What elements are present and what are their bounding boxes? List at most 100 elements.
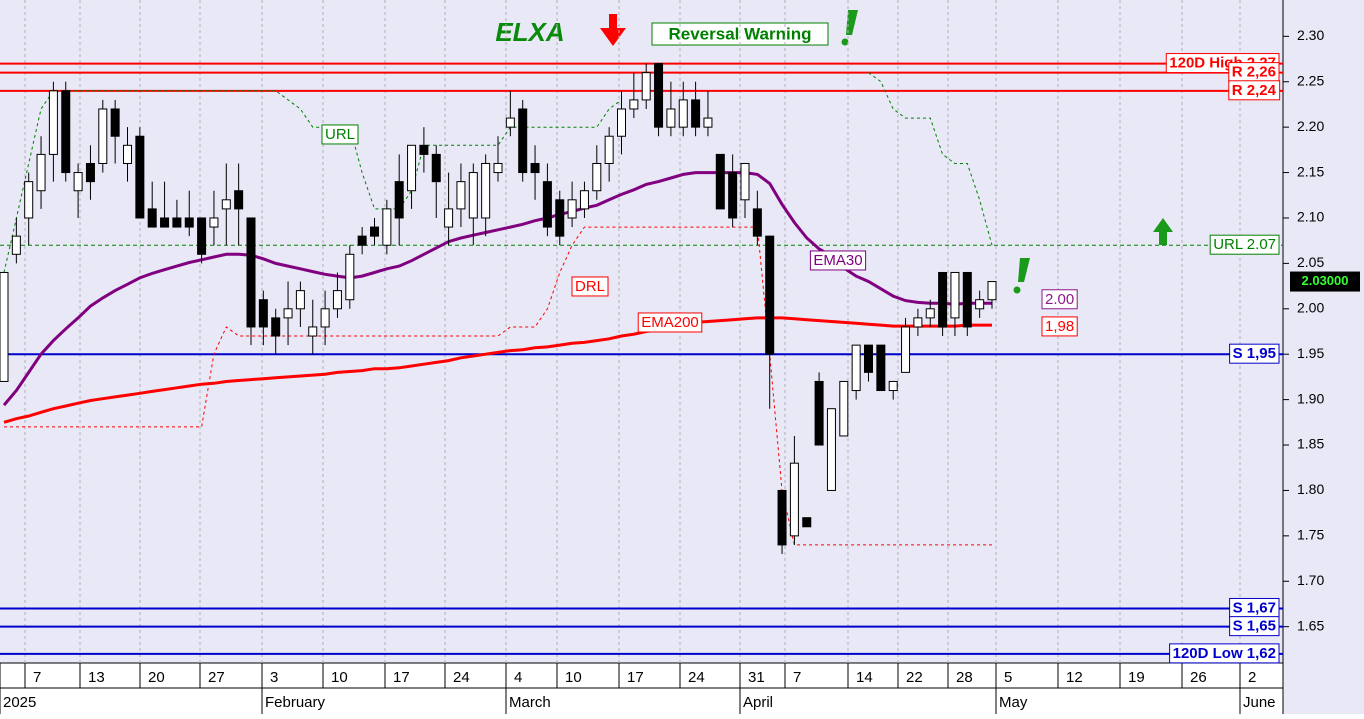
series-label-box [321,124,359,145]
candle-body [777,489,787,546]
candle-body [209,217,219,228]
candle-body [604,135,614,164]
candle-body [370,226,379,237]
candle-body [431,153,441,183]
signal: Reversal Warning [669,24,812,43]
series-label: URL [321,124,359,145]
candle-body [851,344,861,392]
candle-body [678,99,688,128]
x-month-label: April [743,694,773,711]
x-tick-label: 22 [906,669,923,686]
candle-body [394,181,404,219]
candle-body [814,380,824,446]
candle-body [234,190,244,210]
marker-label-box [1041,316,1078,337]
indicator-line [4,226,992,546]
level-label-text: 120D Low 1,62 [1173,645,1276,662]
candle-body [123,144,132,164]
x-month-label: 2025 [3,694,36,711]
y-tick-label: 2.15 [1297,163,1324,179]
x-tick-label: 20 [148,669,165,686]
y-tick-label: 2.30 [1297,27,1324,43]
candle-body [85,162,95,183]
level-label: S 1,95 [1229,343,1280,364]
candle-body [530,162,540,174]
candle-body [0,271,9,382]
level-label-text: URL 2.07 [1213,236,1276,253]
x-tick-label: 26 [1190,669,1207,686]
candle-body [481,162,491,219]
series-label: EMA200 [637,312,703,333]
candle-body [703,117,713,128]
candle-body [61,90,71,174]
level-label-box [1229,616,1280,637]
candle-body [864,344,873,373]
candle-body [752,208,762,237]
level-label: S 1,65 [1229,616,1280,637]
x-month-label: May [999,694,1028,711]
candle-body [728,172,738,219]
candle-body [320,308,330,328]
y-tick-label: 1.90 [1297,390,1324,406]
y-tick-label: 2.20 [1297,118,1324,134]
candle-body [641,72,651,101]
series-label: DRL [571,276,609,297]
x-month-label: February [265,694,326,711]
level-label-text: S 1,67 [1233,599,1276,616]
y-tick-label: 1.95 [1297,345,1324,361]
candle-body [925,308,935,319]
y-tick-label: 1.75 [1297,527,1324,543]
series-label-text: EMA30 [813,252,862,269]
candle-body [765,235,775,355]
candle-body [938,271,948,328]
candle-body [308,326,318,337]
candle-body [110,108,120,137]
x-tick-label: 10 [565,669,582,686]
candle-body [160,217,170,228]
x-month-label: March [509,694,551,711]
level-label-box [1229,343,1280,364]
y-tick-label: 1.65 [1297,617,1324,633]
series-label-box [809,250,867,271]
candle-body [617,108,626,137]
level-label-box [1228,80,1281,101]
series-label-text: EMA200 [641,314,699,331]
y-tick-label: 1.80 [1297,481,1324,497]
candle-body [913,317,923,328]
exclamation-icon [841,10,1030,294]
candle-body [197,217,207,255]
candle-body [357,235,367,246]
candle-body [184,217,194,228]
level-label: S 1,67 [1229,597,1280,618]
candle-body [555,199,565,237]
level-label: 120D Low 1,62 [1169,643,1280,664]
candle-body [579,190,589,210]
candle-body [901,326,911,373]
indicator-line [3,316,992,424]
y-tick-label: 2.25 [1297,72,1324,88]
marker-label-text: 2.00 [1045,291,1074,308]
candle-body [629,99,639,110]
candle-body [444,208,454,228]
candle-body [888,380,898,392]
marker-label: 1,98 [1041,316,1078,337]
candle-body [283,308,293,319]
symbol: ELXA [495,17,564,47]
y-tick-label: 1.85 [1297,436,1324,452]
candle-body [518,108,528,174]
x-tick-label: 3 [270,669,278,686]
level-label: URL 2.07 [1209,234,1280,255]
series-label-box [637,312,703,333]
candle-body [493,162,503,174]
candle-body [135,135,145,219]
candle-body [962,271,972,328]
up-arrow-icon [1153,218,1173,245]
candle-body [950,271,960,319]
candle-body [826,408,836,491]
candle-body [839,380,849,437]
candle-body [715,153,725,210]
y-tick-label: 1.70 [1297,572,1324,588]
candle-body [332,290,342,310]
